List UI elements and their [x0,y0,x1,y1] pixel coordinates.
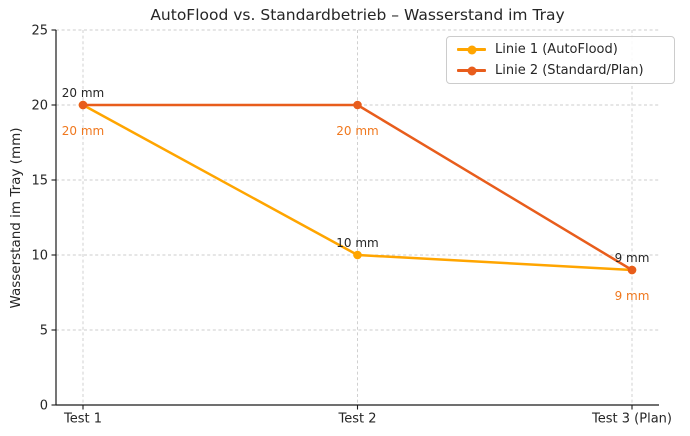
data-point-marker [627,265,637,275]
data-point-marker [353,100,362,110]
x-tick-label: Test 3 (Plan) [591,412,672,427]
legend-label: Linie 2 (Standard/Plan) [495,63,644,78]
legend: Linie 1 (AutoFlood) Linie 2 (Standard/Pla… [446,36,675,84]
data-label-annotation: 9 mm [615,289,650,303]
data-label-annotation: 10 mm [336,236,378,250]
chart-title: AutoFlood vs. Standardbetrieb – Wasserst… [150,6,565,24]
y-tick-label: 20 [31,98,48,113]
y-tick-label: 15 [31,173,48,188]
y-tick-label: 0 [40,398,48,413]
legend-item: Linie 1 (AutoFlood) [457,41,674,59]
legend-label: Linie 1 (AutoFlood) [495,42,618,57]
y-tick-label: 25 [31,23,48,38]
legend-line-marker-icon [457,45,486,54]
data-point-marker [78,100,88,110]
data-point-marker [353,250,362,260]
legend-line-marker-icon [457,66,486,75]
legend-item: Linie 2 (Standard/Plan) [457,62,674,80]
y-tick-label: 10 [31,248,48,263]
data-label-annotation: 20 mm [336,124,378,138]
x-tick-label: Test 1 [63,412,102,427]
data-label-annotation: 9 mm [615,251,650,265]
y-tick-label: 5 [40,323,48,338]
x-tick-label: Test 2 [337,412,376,427]
data-label-annotation: 20 mm [62,86,104,100]
data-label-annotation: 20 mm [62,124,104,138]
y-axis-label: Wasserstand im Tray (mm) [8,127,24,309]
